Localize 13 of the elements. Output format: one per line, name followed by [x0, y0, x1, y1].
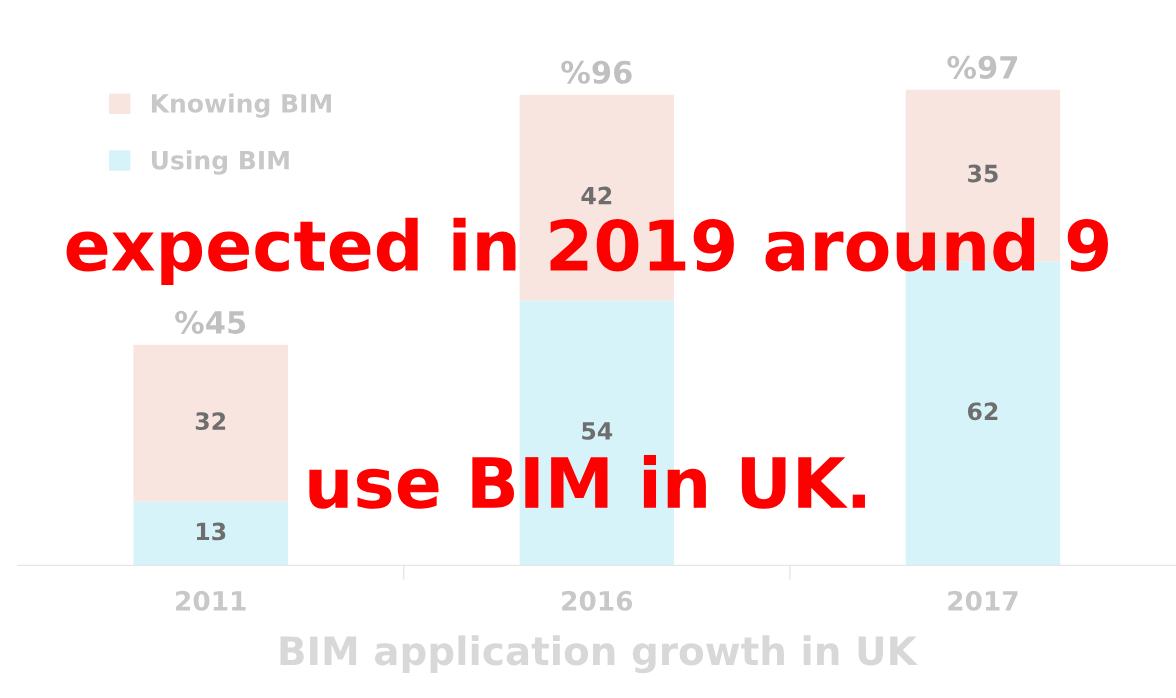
annotation: expected in 2019 around 9 — [66, 217, 1108, 285]
data-label: 42 — [581, 186, 612, 205]
total-label: %97 — [947, 55, 1018, 79]
bar — [133, 501, 288, 566]
data-label: 62 — [967, 402, 998, 421]
data-label: 54 — [582, 422, 613, 440]
bar — [133, 344, 288, 502]
total-label: %96 — [561, 60, 632, 84]
total-label: %45 — [175, 310, 246, 334]
data-label: 32 — [195, 412, 226, 431]
annotation: use BIM in UK. — [309, 455, 865, 509]
data-label: 35 — [968, 164, 998, 183]
data-label: 13 — [196, 522, 226, 541]
